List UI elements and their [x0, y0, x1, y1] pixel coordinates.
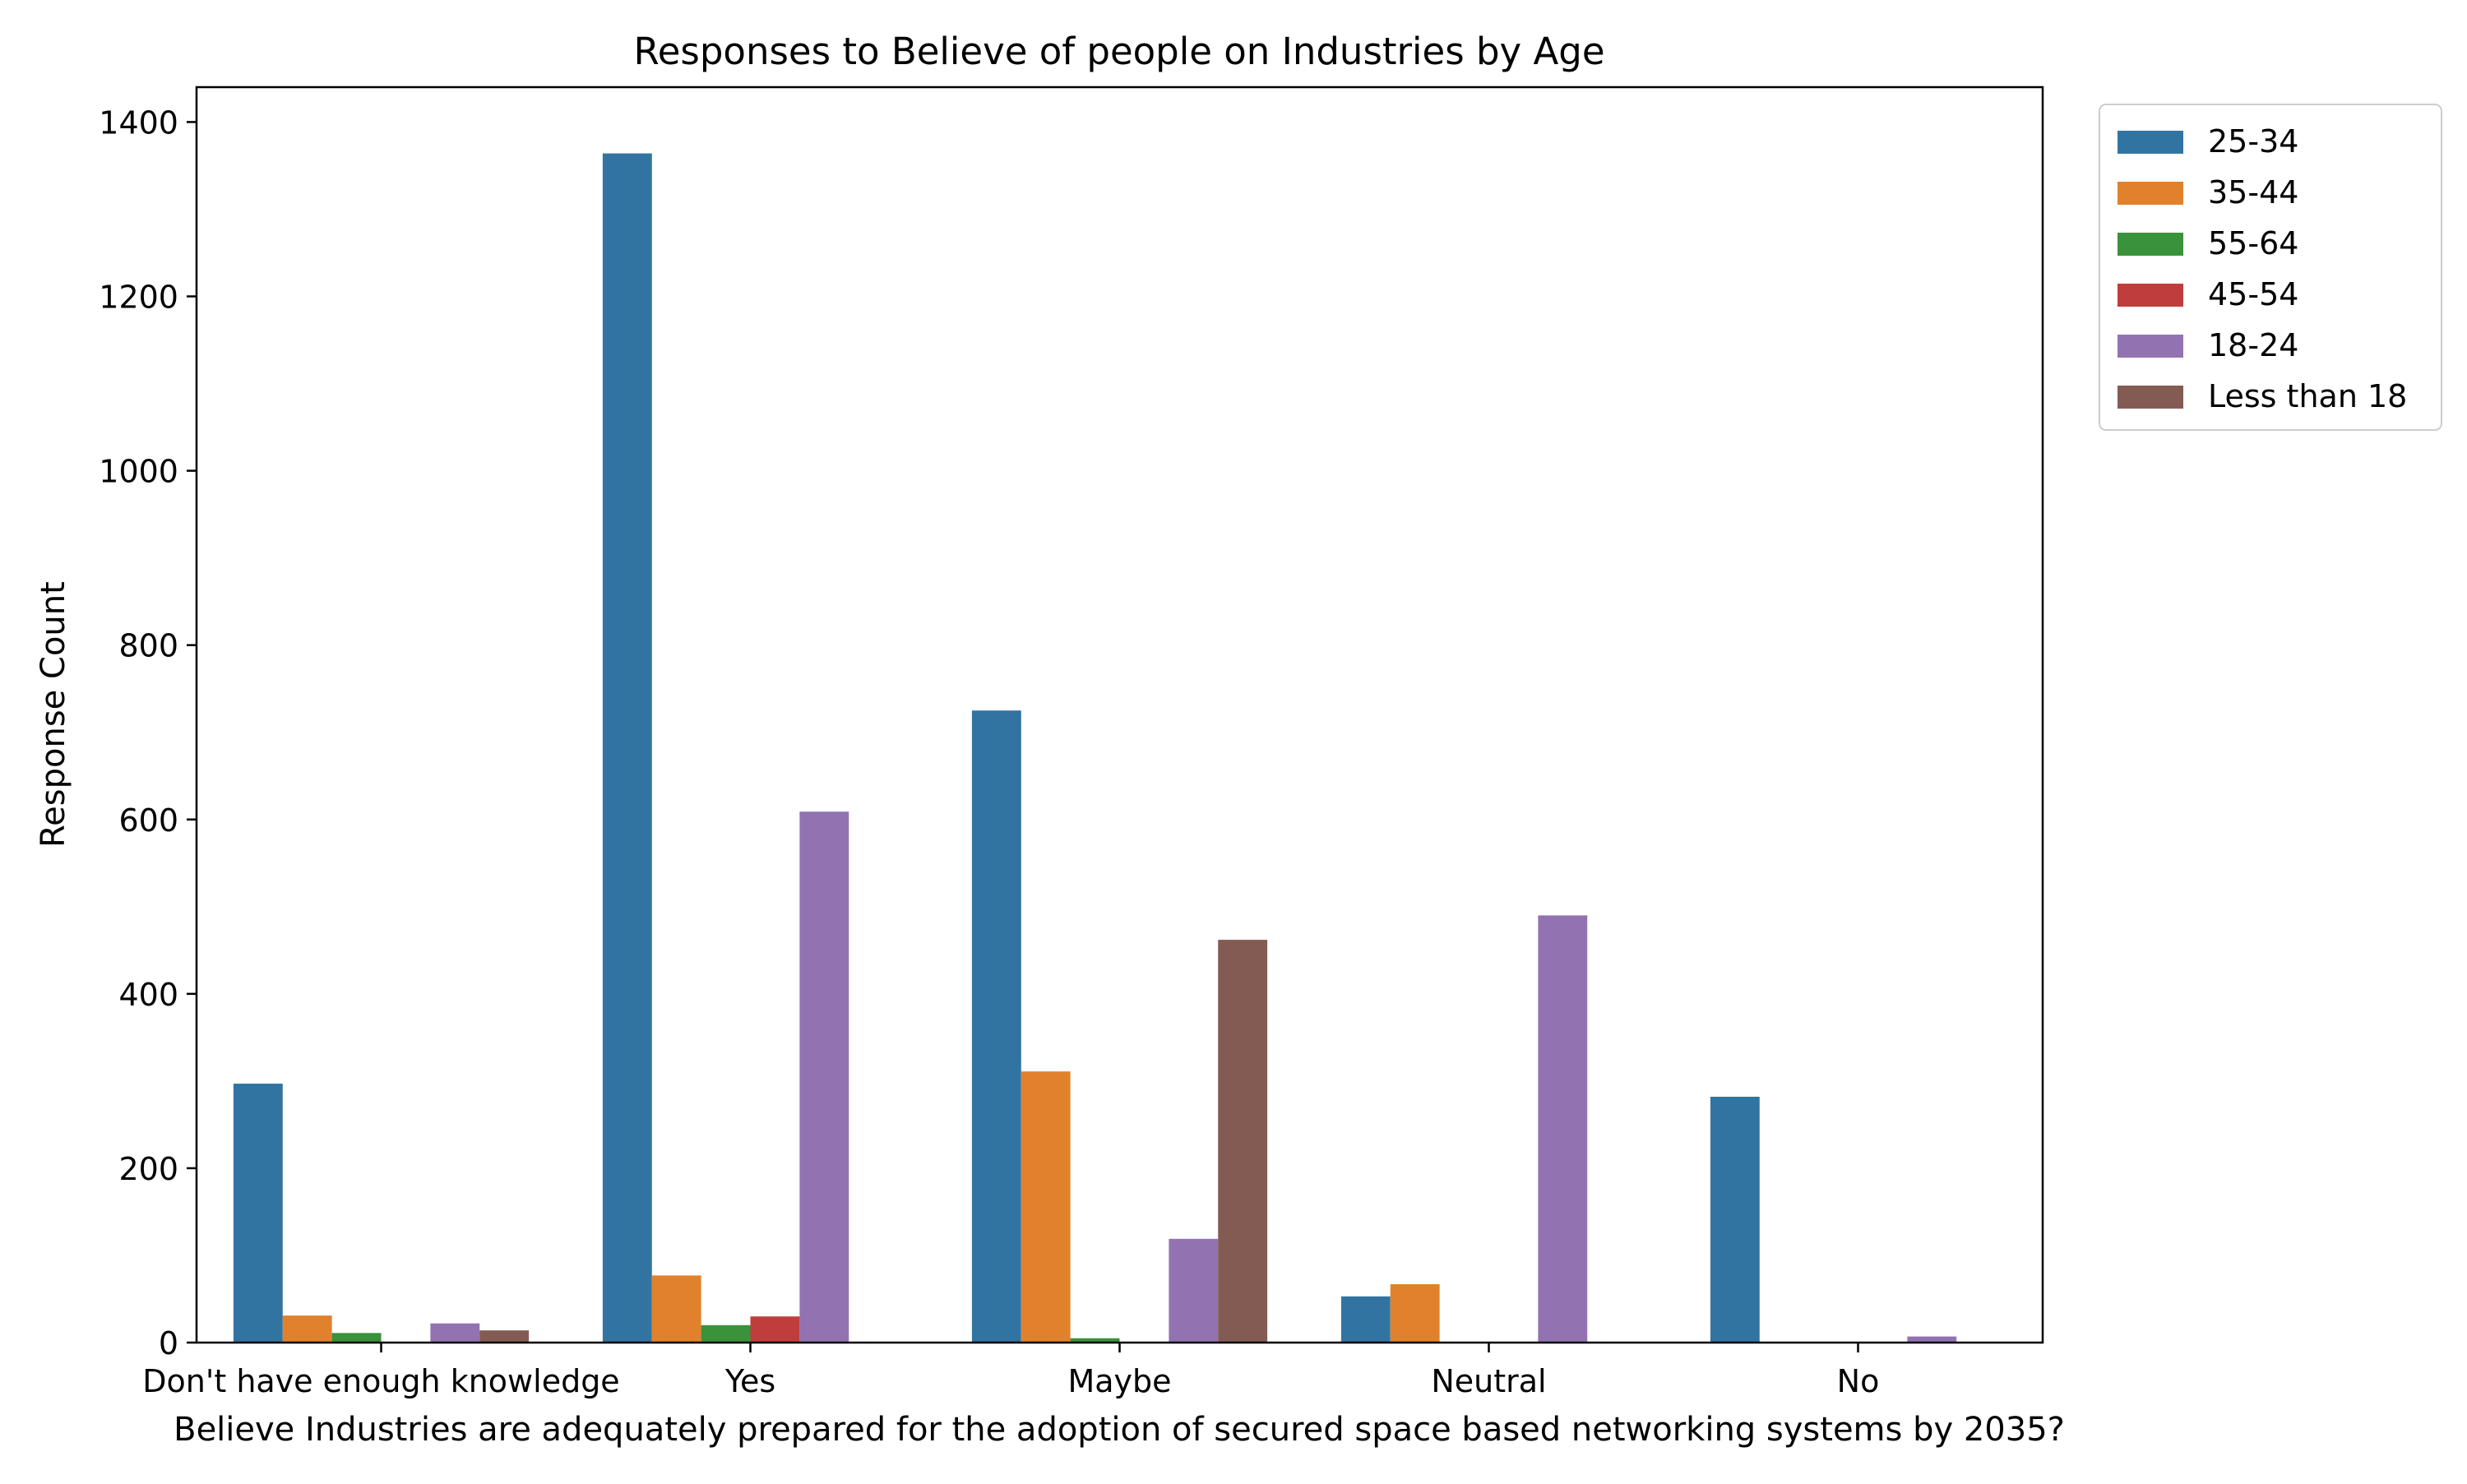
- bar-25-34-3: [1340, 1296, 1391, 1343]
- legend-swatch: [2118, 335, 2183, 358]
- x-tick-label: Maybe: [1067, 1363, 1171, 1399]
- legend-swatch: [2118, 284, 2183, 307]
- plot-frame: [195, 86, 2044, 1344]
- bar-less-than-18-2: [1218, 940, 1268, 1343]
- legend-label: 18-24: [2208, 327, 2298, 363]
- y-tick-label: 800: [118, 628, 178, 664]
- bar-18-24-4: [1907, 1336, 1957, 1343]
- legend-label: Less than 18: [2208, 378, 2407, 414]
- y-tick-label: 1400: [99, 104, 178, 141]
- bars-layer: [233, 153, 1957, 1343]
- x-tick-label: Don't have enough knowledge: [142, 1363, 619, 1399]
- bar-55-64-1: [701, 1325, 751, 1343]
- y-tick-label: 0: [159, 1325, 178, 1361]
- y-tick-label: 1200: [99, 280, 178, 316]
- bar-55-64-0: [331, 1333, 382, 1343]
- legend-label: 55-64: [2208, 225, 2298, 261]
- legend-frame: [2099, 104, 2442, 431]
- bar-less-than-18-0: [479, 1330, 530, 1343]
- legend-swatch: [2118, 233, 2183, 256]
- legend-swatch: [2118, 386, 2183, 409]
- bar-35-44-2: [1021, 1071, 1071, 1343]
- legend-label: 25-34: [2208, 123, 2298, 159]
- bar-18-24-1: [799, 811, 849, 1343]
- bar-25-34-1: [602, 153, 652, 1343]
- x-tick-label: No: [1837, 1363, 1880, 1399]
- y-tick-label: 400: [118, 977, 178, 1013]
- x-tick-label: Neutral: [1431, 1363, 1546, 1399]
- bar-18-24-3: [1538, 915, 1588, 1343]
- bar-25-34-0: [233, 1084, 283, 1343]
- legend-label: 45-54: [2208, 276, 2298, 312]
- bar-18-24-2: [1169, 1238, 1219, 1343]
- legend-label: 35-44: [2208, 174, 2298, 210]
- bar-35-44-1: [651, 1275, 701, 1343]
- legend-swatch: [2118, 131, 2183, 154]
- y-tick-label: 600: [118, 802, 178, 839]
- y-axis: 0 200 400 600 800 1000 1200 1400: [99, 104, 197, 1361]
- bar-45-54-1: [750, 1316, 800, 1343]
- y-tick-label: 1000: [99, 454, 178, 490]
- legend: 25-34 35-44 55-64 45-54 18-24 Less than 18: [2099, 104, 2442, 431]
- chart-title: Responses to Believe of people on Indust…: [633, 30, 1604, 73]
- bar-25-34-2: [971, 710, 1021, 1343]
- bar-25-34-4: [1710, 1096, 1760, 1343]
- bar-18-24-0: [430, 1323, 480, 1343]
- bar-35-44-3: [1390, 1283, 1440, 1343]
- bar-55-64-2: [1070, 1338, 1120, 1343]
- x-axis: Don't have enough knowledge Yes Maybe Neutr…: [142, 1343, 1879, 1399]
- x-tick-label: Yes: [724, 1363, 775, 1399]
- y-axis-label: Response Count: [35, 581, 72, 848]
- x-axis-label: Believe Industries are adequately prepar…: [174, 1411, 2065, 1449]
- legend-swatch: [2118, 182, 2183, 205]
- bar-35-44-0: [282, 1315, 332, 1343]
- y-tick-label: 200: [118, 1151, 178, 1187]
